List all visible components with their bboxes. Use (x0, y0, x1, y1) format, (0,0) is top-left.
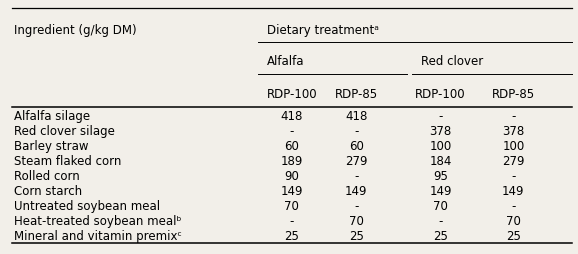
Text: 149: 149 (345, 184, 368, 197)
Text: -: - (354, 169, 358, 182)
Text: -: - (438, 109, 443, 122)
Text: Barley straw: Barley straw (14, 139, 89, 152)
Text: Dietary treatmentᵃ: Dietary treatmentᵃ (266, 24, 379, 37)
Text: 90: 90 (284, 169, 299, 182)
Text: Alfalfa silage: Alfalfa silage (14, 109, 91, 122)
Text: Red clover silage: Red clover silage (14, 124, 115, 137)
Text: Mineral and vitamin premixᶜ: Mineral and vitamin premixᶜ (14, 230, 182, 243)
Text: 149: 149 (429, 184, 452, 197)
Text: -: - (511, 109, 516, 122)
Text: Alfalfa: Alfalfa (266, 55, 304, 68)
Text: 25: 25 (433, 230, 448, 243)
Text: -: - (511, 199, 516, 212)
Text: 418: 418 (345, 109, 368, 122)
Text: 70: 70 (433, 199, 448, 212)
Text: 279: 279 (502, 154, 525, 167)
Text: -: - (354, 124, 358, 137)
Text: Ingredient (g/kg DM): Ingredient (g/kg DM) (14, 24, 137, 37)
Text: Steam flaked corn: Steam flaked corn (14, 154, 122, 167)
Text: 60: 60 (349, 139, 364, 152)
Text: 378: 378 (502, 124, 524, 137)
Text: 25: 25 (284, 230, 299, 243)
Text: Untreated soybean meal: Untreated soybean meal (14, 199, 161, 212)
Text: 70: 70 (506, 215, 521, 228)
Text: -: - (511, 169, 516, 182)
Text: 279: 279 (345, 154, 368, 167)
Text: 25: 25 (506, 230, 521, 243)
Text: 189: 189 (281, 154, 303, 167)
Text: RDP-85: RDP-85 (335, 88, 378, 101)
Text: 25: 25 (349, 230, 364, 243)
Text: RDP-100: RDP-100 (415, 88, 466, 101)
Text: RDP-100: RDP-100 (266, 88, 317, 101)
Text: Rolled corn: Rolled corn (14, 169, 80, 182)
Text: 70: 70 (349, 215, 364, 228)
Text: 70: 70 (284, 199, 299, 212)
Text: 149: 149 (502, 184, 525, 197)
Text: Red clover: Red clover (421, 55, 483, 68)
Text: 60: 60 (284, 139, 299, 152)
Text: -: - (290, 215, 294, 228)
Text: 149: 149 (281, 184, 303, 197)
Text: -: - (438, 215, 443, 228)
Text: -: - (354, 199, 358, 212)
Text: Corn starch: Corn starch (14, 184, 83, 197)
Text: 184: 184 (429, 154, 451, 167)
Text: 378: 378 (429, 124, 451, 137)
Text: 95: 95 (433, 169, 448, 182)
Text: -: - (290, 124, 294, 137)
Text: 100: 100 (502, 139, 524, 152)
Text: RDP-85: RDP-85 (492, 88, 535, 101)
Text: 418: 418 (281, 109, 303, 122)
Text: Heat-treated soybean mealᵇ: Heat-treated soybean mealᵇ (14, 215, 182, 228)
Text: 100: 100 (429, 139, 451, 152)
